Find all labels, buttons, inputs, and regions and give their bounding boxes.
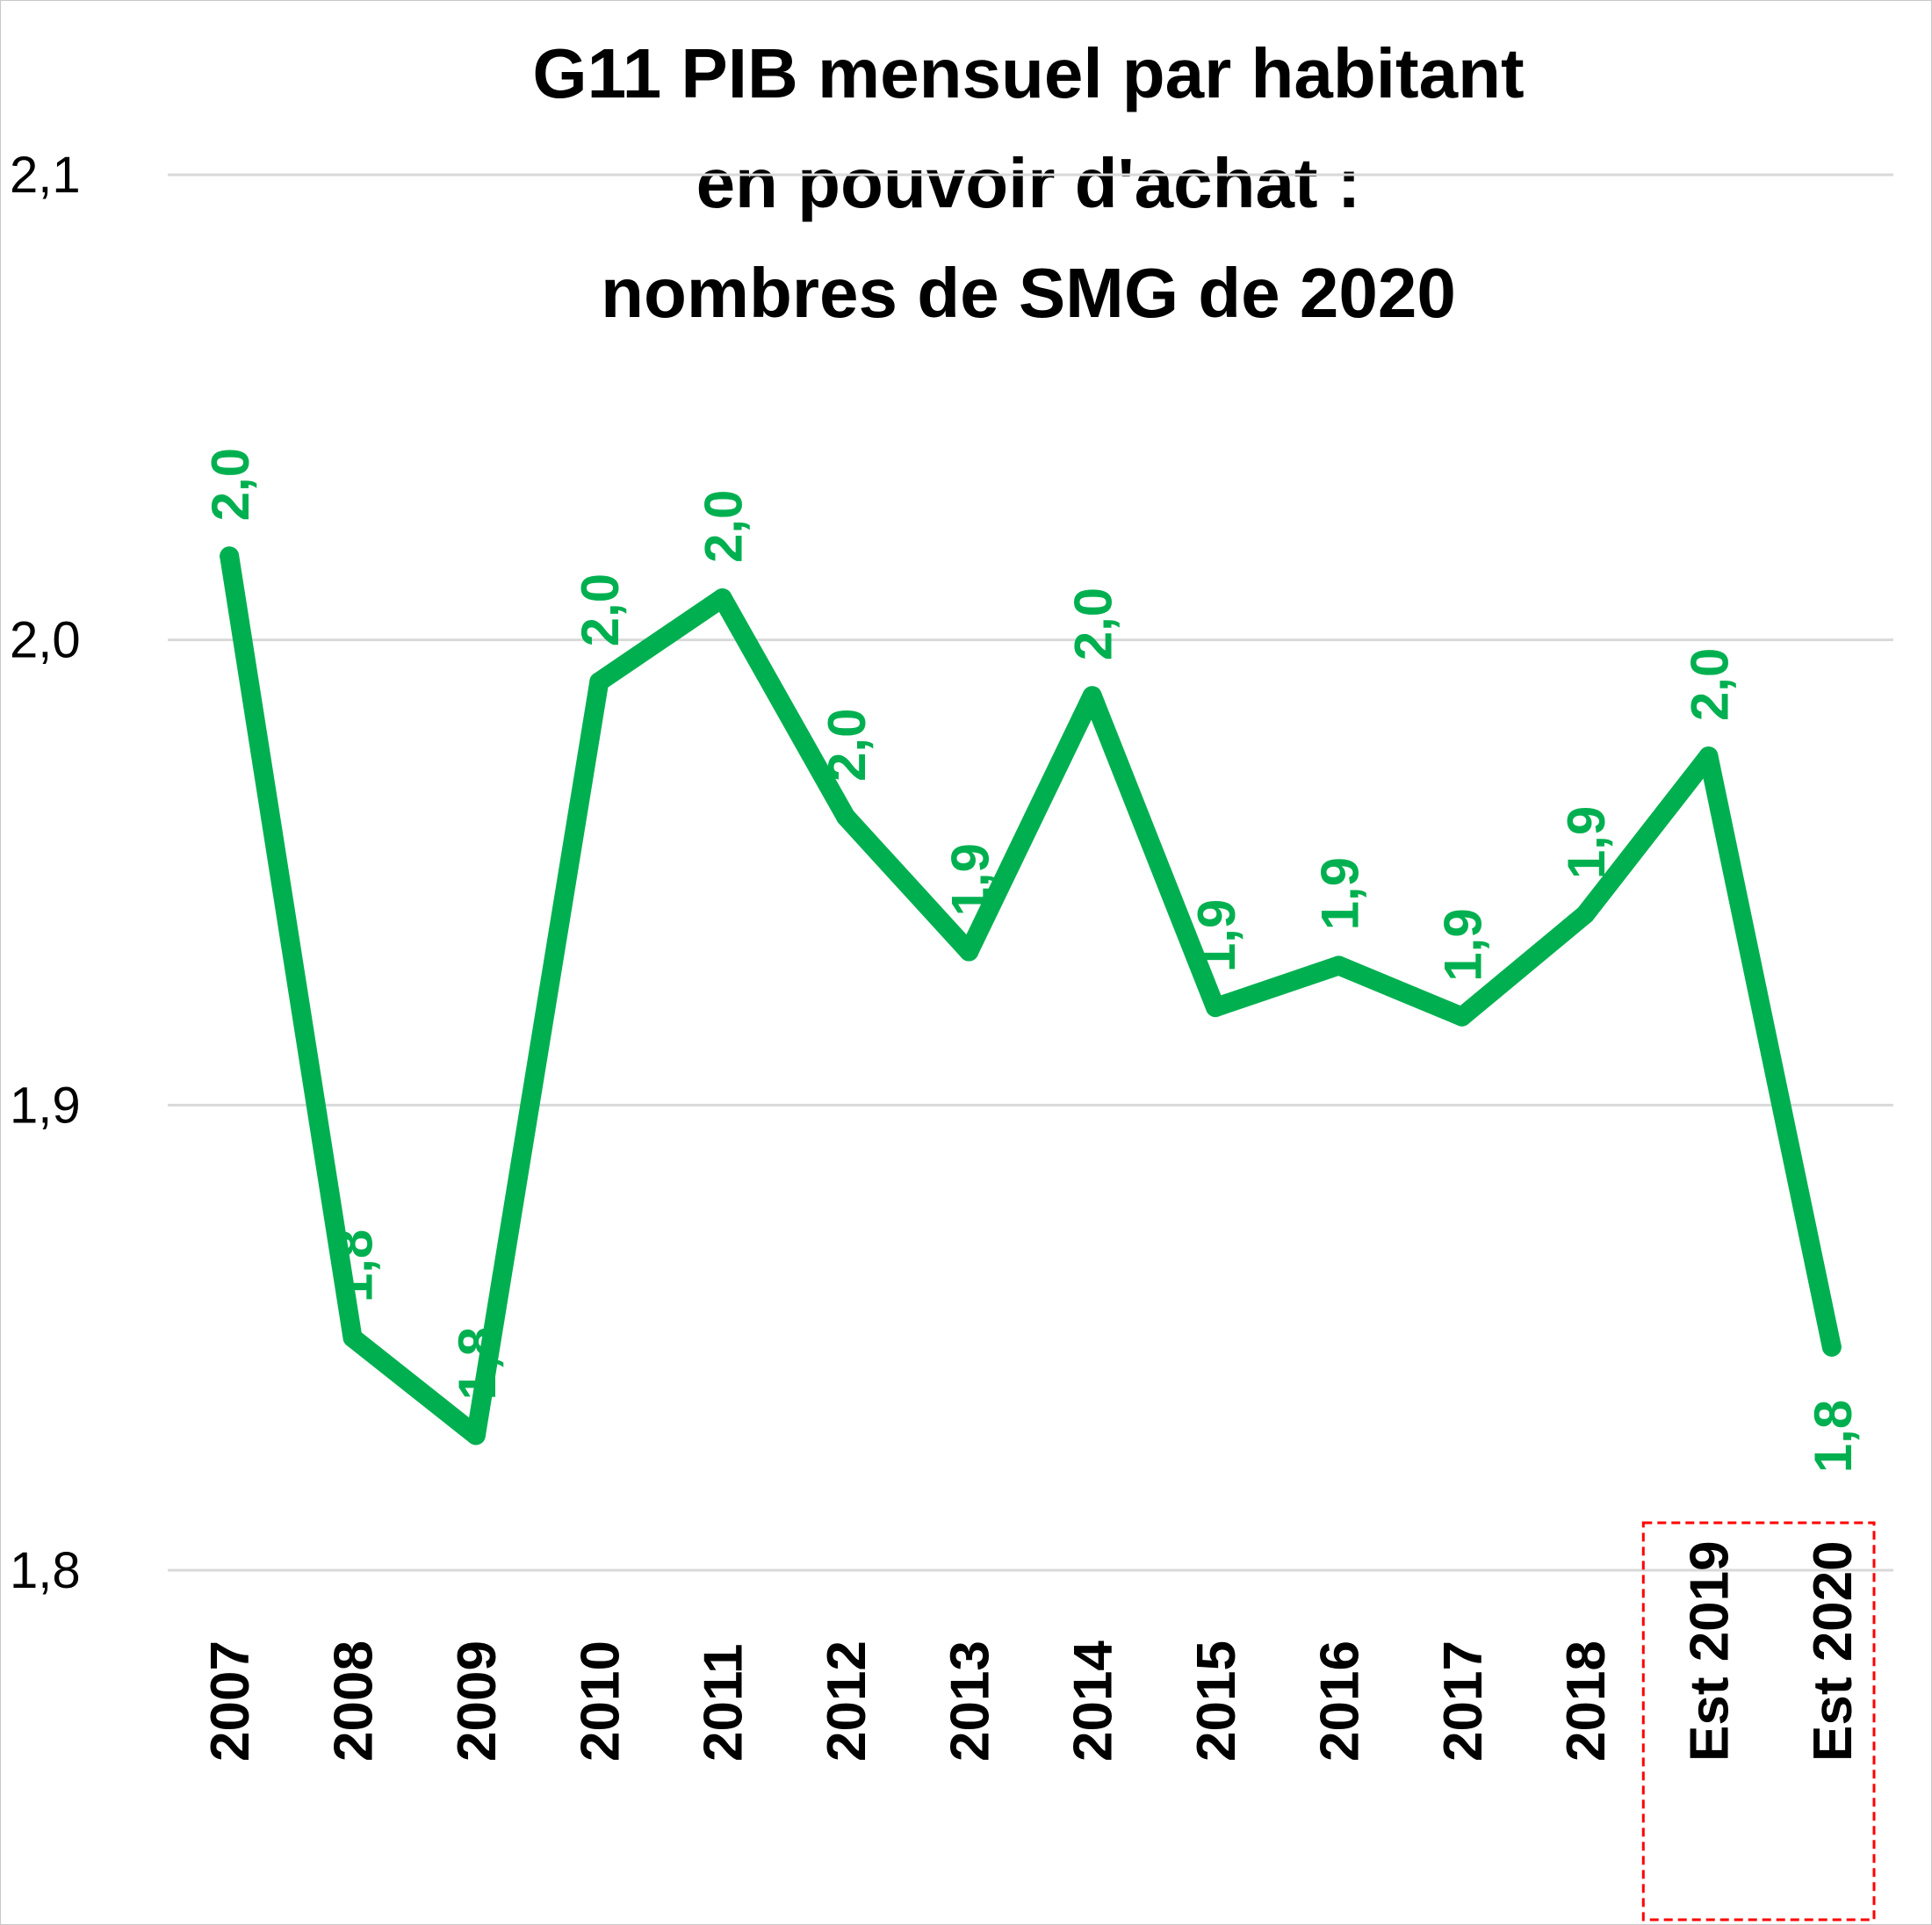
x-tick-label: 2012 bbox=[817, 1640, 877, 1762]
data-label: 1,9 bbox=[1434, 908, 1493, 981]
x-tick-label: 2007 bbox=[200, 1640, 261, 1762]
x-tick-label: Est 2019 bbox=[1679, 1540, 1740, 1762]
chart-title-line-1: G11 PIB mensuel par habitant bbox=[532, 34, 1524, 112]
data-label: 2,0 bbox=[1064, 588, 1123, 660]
data-label: 2,0 bbox=[1680, 648, 1739, 721]
series-line-0 bbox=[220, 546, 1842, 1446]
data-series bbox=[220, 546, 1842, 1446]
data-point bbox=[1329, 955, 1349, 976]
data-label: 1,8 bbox=[325, 1229, 384, 1302]
estimate-box bbox=[1641, 1521, 1876, 1921]
data-label: 1,8 bbox=[1804, 1400, 1863, 1473]
x-tick-label: 2015 bbox=[1186, 1640, 1247, 1762]
data-label: 1,8 bbox=[448, 1327, 507, 1400]
data-point bbox=[835, 806, 855, 826]
data-point bbox=[465, 1425, 486, 1446]
x-tick-label: 2017 bbox=[1433, 1640, 1494, 1762]
x-tick-label: 2009 bbox=[447, 1640, 508, 1762]
chart-title: G11 PIB mensuel par habitant en pouvoir … bbox=[532, 34, 1524, 332]
x-tick-label: 2010 bbox=[570, 1640, 631, 1762]
data-labels: 2,0 1,8 1,8 2,0 2,0 2,0 1,9 2,0 1,9 1,9 1,9 1,9 2,0 1… bbox=[201, 448, 1863, 1473]
data-point bbox=[1698, 746, 1719, 767]
x-tick-label: 2014 bbox=[1063, 1640, 1124, 1762]
data-label: 2,0 bbox=[571, 573, 630, 646]
x-tick-label: 2011 bbox=[694, 1643, 754, 1762]
y-tick-label: 2,0 bbox=[10, 612, 81, 669]
data-point bbox=[712, 588, 732, 608]
data-label: 2,0 bbox=[201, 448, 260, 521]
y-tick-label: 1,8 bbox=[10, 1542, 81, 1599]
gridlines bbox=[168, 173, 1893, 1572]
y-axis-ticks: 1,8 1,9 2,0 2,1 bbox=[10, 147, 81, 1599]
chart-title-line-3: nombres de SMG de 2020 bbox=[601, 254, 1456, 332]
x-tick-label: Est 2020 bbox=[1803, 1540, 1864, 1762]
data-point bbox=[1206, 998, 1226, 1018]
data-point bbox=[1452, 1006, 1472, 1027]
data-point bbox=[1575, 905, 1596, 925]
x-tick-label: 2016 bbox=[1309, 1640, 1370, 1762]
data-label: 2,0 bbox=[818, 709, 876, 782]
data-point bbox=[342, 1328, 363, 1348]
y-tick-label: 2,1 bbox=[10, 147, 81, 204]
data-point bbox=[220, 546, 240, 566]
data-point bbox=[959, 941, 979, 962]
estimate-highlight bbox=[1641, 1521, 1876, 1921]
x-axis-ticks: 2007 2008 2009 2010 2011 2012 2013 2014 2015 2016… bbox=[200, 1540, 1864, 1762]
data-point bbox=[589, 672, 609, 692]
data-label: 1,9 bbox=[1557, 806, 1616, 879]
x-tick-label: 2013 bbox=[940, 1640, 1000, 1762]
y-tick-label: 1,9 bbox=[10, 1077, 81, 1134]
data-point bbox=[1082, 686, 1102, 706]
data-label: 1,9 bbox=[941, 843, 999, 916]
data-label: 1,9 bbox=[1187, 899, 1246, 972]
x-tick-label: 2018 bbox=[1556, 1640, 1617, 1762]
x-tick-label: 2008 bbox=[324, 1640, 385, 1762]
data-point bbox=[1821, 1337, 1842, 1357]
data-label: 2,0 bbox=[695, 490, 753, 563]
data-label: 1,9 bbox=[1310, 857, 1369, 930]
chart-title-line-2: en pouvoir d'achat : bbox=[696, 144, 1361, 222]
